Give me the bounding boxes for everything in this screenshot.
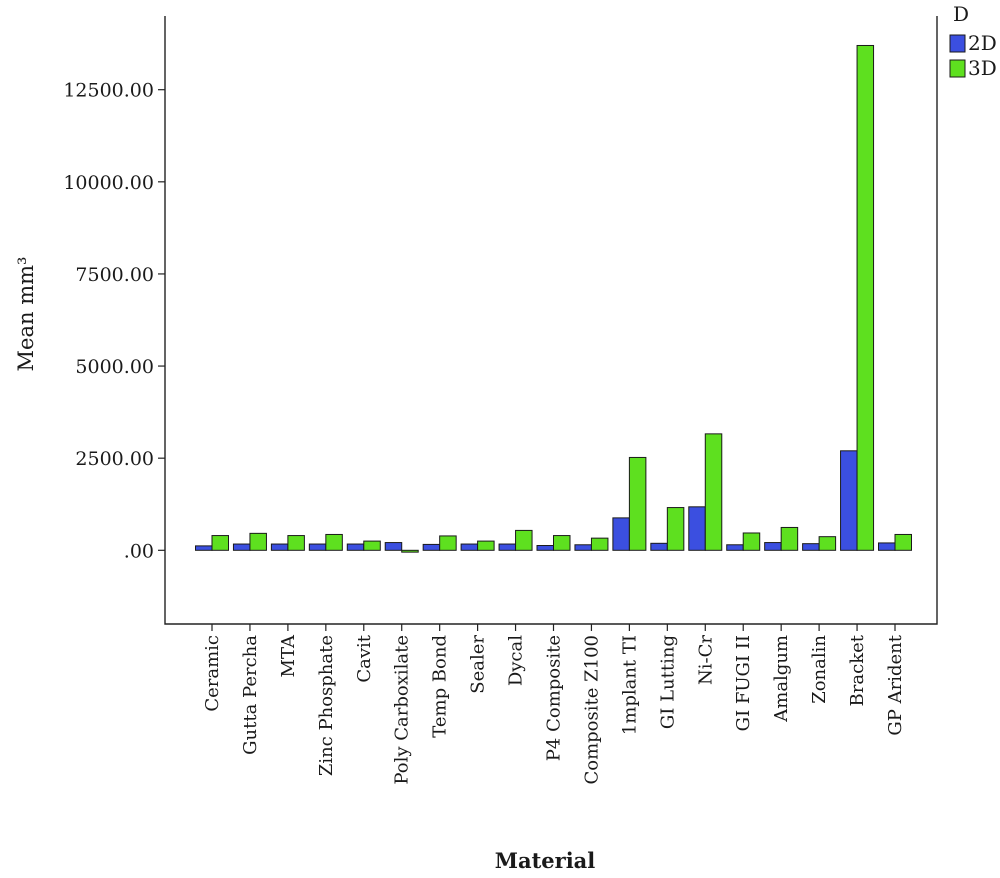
legend-label-3d: 3D bbox=[968, 56, 997, 80]
y-tick-label: 7500.00 bbox=[75, 264, 154, 286]
bar-3d-bracket bbox=[856, 44, 875, 551]
y-axis-title: Mean mm³ bbox=[14, 257, 38, 372]
x-axis-title: Material bbox=[495, 848, 596, 873]
bar-3d-zinc-phosphate bbox=[325, 533, 343, 551]
x-tick-label: Zinc Phosphate bbox=[316, 635, 337, 776]
x-tick-label: Temp Bond bbox=[430, 635, 451, 738]
bar-2d-ceramic bbox=[195, 545, 213, 551]
x-tick-label: Sealer bbox=[468, 635, 489, 694]
bar-3d-temp-bond bbox=[439, 535, 457, 551]
bar-2d-gp-arident bbox=[878, 542, 896, 551]
bar-2d-mta bbox=[270, 543, 289, 551]
bar-2d-poly-carboxilate bbox=[384, 542, 403, 551]
bars-group bbox=[195, 44, 912, 553]
bar-2d-zonalin bbox=[802, 543, 820, 551]
x-tick-label: Bracket bbox=[847, 634, 868, 706]
bar-2d-1mplant-ti bbox=[612, 517, 630, 551]
legend-swatch-3d bbox=[949, 59, 966, 78]
x-axis: Ceramic Gutta Percha MTA Zinc Phosphate Cavi… bbox=[202, 624, 906, 785]
y-axis: .00 2500.00 5000.00 7500.00 10000.00 12500.00 bbox=[63, 80, 165, 562]
y-tick-label: 10000.00 bbox=[63, 172, 154, 194]
bar-2d-sealer bbox=[460, 543, 479, 551]
bar-3d-gutta-percha bbox=[249, 532, 267, 551]
legend-title: D bbox=[953, 2, 969, 26]
bar-2d-dycal bbox=[498, 543, 517, 551]
x-tick-label: Ni-Cr bbox=[695, 635, 716, 685]
x-tick-label: 1mplant TI bbox=[619, 635, 640, 735]
x-tick-label: Ceramic bbox=[202, 635, 223, 712]
bar-3d-composite-z100 bbox=[590, 537, 609, 551]
bar-3d-mta bbox=[287, 535, 305, 551]
x-tick-label: Zonalin bbox=[809, 635, 830, 704]
plot-frame bbox=[164, 16, 938, 625]
x-tick-label: Cavit bbox=[354, 634, 375, 682]
x-tick-label: GP Arident bbox=[885, 634, 906, 735]
bar-2d-cavit bbox=[346, 543, 365, 551]
bar-2d-temp-bond bbox=[422, 543, 441, 551]
x-tick-label: Poly Carboxilate bbox=[392, 635, 413, 785]
y-tick-label: 12500.00 bbox=[63, 80, 154, 102]
x-tick-label: MTA bbox=[278, 634, 299, 677]
y-tick-label: 5000.00 bbox=[75, 356, 154, 378]
bar-3d-gp-arident bbox=[894, 533, 912, 551]
bar-2d-amalgum bbox=[764, 542, 782, 551]
bar-2d-bracket bbox=[840, 450, 858, 551]
bar-3d-p4-composite bbox=[553, 535, 571, 551]
x-tick-label: P4 Composite bbox=[544, 635, 565, 761]
bar-3d-sealer bbox=[477, 540, 495, 551]
x-tick-label: Gutta Percha bbox=[240, 635, 261, 755]
bar-2d-gi-lutting bbox=[650, 542, 668, 551]
x-tick-label: Composite Z100 bbox=[581, 635, 602, 785]
bar-2d-gutta-percha bbox=[232, 543, 251, 551]
bar-3d-ceramic bbox=[211, 535, 229, 551]
bar-2d-p4-composite bbox=[536, 545, 554, 551]
bar-2d-composite-z100 bbox=[574, 544, 592, 551]
bar-2d-gi-fugi-ii bbox=[726, 544, 744, 551]
bar-3d-gi-lutting bbox=[666, 507, 685, 551]
y-tick-label: 2500.00 bbox=[75, 448, 154, 470]
x-tick-label: GI Lutting bbox=[657, 635, 678, 729]
plot-area bbox=[164, 16, 938, 625]
bar-2d-ni-cr bbox=[688, 506, 706, 551]
bar-3d-amalgum bbox=[780, 526, 799, 551]
bar-3d-cavit bbox=[363, 540, 381, 551]
legend-swatch-2d bbox=[949, 34, 966, 53]
x-tick-label: GI FUGI II bbox=[733, 635, 754, 731]
bar-3d-poly-carboxilate bbox=[401, 549, 419, 553]
bar-3d-dycal bbox=[515, 529, 533, 551]
bar-3d-gi-fugi-ii bbox=[742, 532, 761, 551]
legend-label-2d: 2D bbox=[968, 31, 997, 55]
x-tick-label: Amalgum bbox=[771, 635, 792, 723]
bar-3d-zonalin bbox=[818, 536, 837, 551]
bar-3d-ni-cr bbox=[704, 433, 723, 551]
y-tick-label: .00 bbox=[124, 540, 154, 562]
bar-2d-zinc-phosphate bbox=[308, 543, 327, 551]
bar-3d-1mplant-ti bbox=[628, 456, 647, 551]
x-tick-label: Dycal bbox=[506, 635, 527, 686]
